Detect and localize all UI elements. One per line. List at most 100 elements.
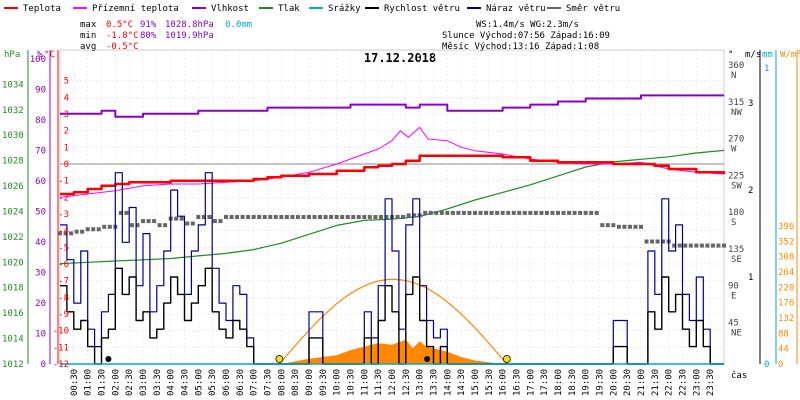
wind-dir-point [80,229,85,234]
wind-dir-point [594,210,599,215]
x-tick: 08:00 [277,369,287,396]
x-tick: 04:30 [181,369,191,396]
c-tick: 5 [64,77,69,87]
wind-dir-point [307,215,311,219]
wind-dir-point [495,210,500,215]
stat-label: max [80,20,97,30]
astro-line: WS:1.4m/s WG:2.3m/s [476,20,579,30]
wind-dir-point [63,231,68,236]
wind-dir-point [511,210,516,215]
pct-tick: 70 [35,146,46,156]
x-tick: 10:30 [347,369,357,396]
stats-panel: max 0.5°C 91% 1028.8hPa 0.0mm min -1.8°C 80% 101… [80,20,252,52]
x-tick: 00:30 [70,369,80,396]
wind-dir-point [323,215,328,219]
axis-unit-ms: m/s [745,50,761,60]
wind-dir-point [439,210,444,215]
dir-name: NW [731,108,742,118]
wind-dir-point [650,239,655,244]
c-tick: -5 [58,243,69,253]
pct-tick: 0 [41,360,46,370]
wind-dir-point [190,221,195,226]
stat-press: 1028.8hPa [165,20,214,30]
x-tick: 23:00 [692,369,702,396]
wind-dir-point [533,210,538,215]
stat-temp: 0.5°C [106,20,133,30]
dir-name: SW [731,181,742,191]
dir-tick: 270 [728,135,744,145]
wind-dir-point [224,215,228,219]
x-tick: 14:00 [443,369,453,396]
hpa-tick: 1028 [2,157,24,167]
wind-dir-point [450,210,455,215]
legend: Teplota Přízemní teplota Vlhkost Tlak Srážky… [4,4,620,14]
c-tick: -11 [53,343,69,353]
wind-dir-point [716,243,721,248]
astro-line: Slunce Východ:07:56 Západ:16:09 [442,31,610,41]
wind-dir-point [572,210,577,215]
wind-dir-point [246,215,251,219]
wind-dir-point [722,243,726,248]
wind-dir-point [157,223,162,228]
x-tick: 19:00 [582,369,592,396]
wm2-tick: 352 [778,237,794,247]
stat-label: min [80,31,96,41]
legend-label: Srážky [328,4,361,14]
x-tick: 14:30 [457,369,467,396]
wind-dir-point [351,215,356,219]
wind-dir-point [473,210,477,215]
pct-tick: 90 [35,85,46,95]
wind-dir-point [484,210,489,215]
humidity-line [60,94,724,118]
x-tick: 05:30 [208,369,218,396]
pct-tick: 30 [35,268,46,278]
wind-dir-point [163,223,168,228]
dir-name: N [731,71,736,81]
wind-dir-point [318,215,323,219]
x-tick: 13:00 [416,369,426,396]
x-tick: 02:30 [125,369,135,396]
x-tick: 18:30 [568,369,578,396]
wind-dir-point [334,215,339,219]
hpa-tick: 1024 [2,207,24,217]
x-tick: 16:30 [513,369,523,396]
c-tick: 0 [64,160,69,170]
dir-name: SE [731,255,742,265]
wind-dir-point [539,210,544,215]
wind-dir-point [517,210,522,215]
left-axes: hPa%°C1012101410161018102010221024102610… [2,50,69,370]
chart-title: 17.12.2018 [364,51,436,65]
astro-line: Měsíc Východ:13:16 Západ:1:08 [442,42,599,52]
x-tick: 07:00 [250,369,260,396]
wind-dir-point [229,215,234,219]
x-tick: 22:30 [679,369,689,396]
wind-dir-point [257,215,262,219]
axis-unit-hpa: hPa [4,50,20,60]
wind-dir-point [434,210,439,215]
legend-label: Směr větru [566,4,620,14]
wind-dir-point [74,229,79,234]
wm2-tick: 176 [778,299,794,309]
wind-dir-point [240,215,245,219]
x-tick: 13:30 [430,369,440,396]
c-tick: -4 [58,227,69,237]
dir-name: S [731,218,736,228]
wind-dir-point [506,210,511,215]
x-tick: 19:30 [596,369,606,396]
wm2-tick: 396 [778,222,794,232]
wind-dir-point [356,215,361,219]
wm2-tick: 88 [778,329,789,339]
x-tick: 03:30 [153,369,163,396]
x-tick: 21:30 [651,369,661,396]
x-tick: 20:00 [609,369,619,396]
wind-dir-point [295,215,300,219]
wind-dir-point [611,223,616,228]
hpa-tick: 1018 [2,284,24,294]
wind-dir-point [340,215,345,219]
x-tick: 12:30 [402,369,412,396]
hpa-tick: 1014 [2,335,24,345]
stat-press: 1019.9hPa [165,31,214,41]
dir-tick: 315 [728,98,744,108]
axis-unit-wm2: W/m² [780,50,800,60]
wind-dir-point [268,215,273,219]
